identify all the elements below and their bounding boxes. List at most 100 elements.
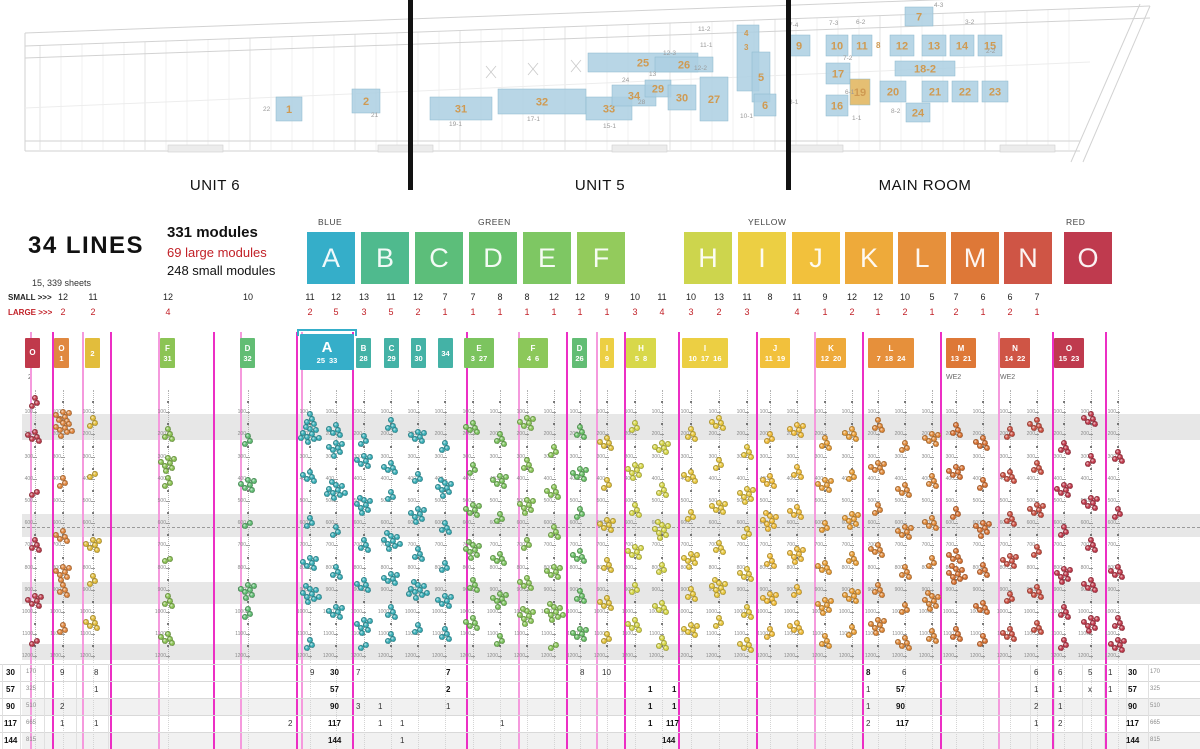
cluster-dot	[162, 638, 169, 645]
cluster-dot	[935, 593, 942, 600]
cluster-dot	[825, 607, 832, 614]
tick-label: 1200	[540, 653, 552, 660]
cluster-dot	[924, 590, 931, 597]
tick-label: 600	[353, 520, 362, 527]
cluster-dot	[579, 511, 586, 518]
tick-label: 800	[917, 565, 930, 571]
cluster-dot	[922, 596, 929, 603]
group-label: YELLOW	[748, 217, 787, 227]
tick-mark	[605, 501, 609, 502]
tick-label: 800	[462, 564, 471, 571]
cluster-dot	[607, 445, 614, 452]
tick-label: 1000	[811, 609, 823, 615]
tick-label: 1200	[648, 653, 660, 660]
cluster-dot	[521, 621, 528, 628]
module-ref-number: 28	[638, 99, 646, 106]
tile-numbers: 3 27	[471, 354, 488, 363]
ruler-dot	[931, 401, 933, 404]
cluster-dot	[396, 541, 403, 548]
cluster-dot	[165, 630, 172, 637]
tick-label: 100	[867, 409, 876, 416]
tick-label: 400	[565, 476, 578, 482]
cluster-dot	[662, 491, 669, 498]
tile-number: 24	[897, 353, 906, 363]
cluster-dot	[983, 529, 990, 536]
annotation-label: WE2	[1000, 374, 1016, 381]
cluster-dot	[1027, 505, 1034, 512]
cluster-dot	[162, 482, 169, 489]
ruler-dot	[769, 489, 771, 492]
tile-letter: J	[772, 343, 778, 353]
separator-line	[301, 332, 303, 749]
cluster-dot	[688, 468, 695, 475]
cluster-dot	[574, 596, 581, 603]
tick-label: 700	[458, 542, 471, 548]
ruler-dot	[1090, 600, 1092, 603]
ruler-dot	[661, 423, 663, 426]
tick-mark	[876, 567, 880, 569]
cluster-dot	[659, 439, 666, 446]
cluster-dot	[872, 549, 879, 556]
tick-mark	[981, 434, 985, 436]
cluster-dot	[580, 433, 587, 440]
ruler-dot	[931, 423, 933, 426]
table-cell: 1	[1058, 702, 1063, 711]
cluster-dot	[1010, 520, 1017, 527]
cluster-dot	[1058, 579, 1065, 586]
cluster-dot	[796, 589, 803, 596]
tick-mark	[362, 656, 366, 658]
tick-mark	[689, 412, 693, 414]
module-ref-number: 8-1	[789, 99, 799, 106]
cluster-dot	[415, 546, 422, 553]
cluster-dot	[323, 490, 330, 497]
module-number: 1	[286, 104, 292, 116]
tick-label: 1000	[21, 609, 33, 615]
cluster-dot	[358, 440, 365, 447]
small-count: 12	[548, 292, 559, 302]
cluster-dot	[557, 565, 564, 572]
ruler-dot	[955, 623, 957, 626]
tick-label: 500	[596, 498, 605, 504]
tick-label: 400	[624, 475, 633, 482]
tick-label: 700	[512, 542, 525, 548]
tick-label: 600	[233, 520, 246, 526]
cluster-dot	[330, 571, 337, 578]
module-ref-number: 21	[371, 112, 379, 119]
tick-label: 700	[569, 542, 578, 549]
cluster-dot	[335, 529, 342, 536]
tick-mark	[498, 589, 502, 591]
tick-mark	[498, 656, 502, 658]
tick-label: 100	[624, 409, 633, 416]
ruler-dot	[690, 578, 692, 581]
tick-mark	[930, 567, 934, 569]
tick-label: 1000	[1077, 609, 1089, 615]
column-ruler-extension	[473, 658, 474, 749]
ruler-dot	[335, 578, 337, 581]
tick-label: 300	[539, 454, 552, 460]
cluster-dot	[1117, 511, 1124, 518]
cluster-dot	[681, 472, 688, 479]
tick-label: 1200	[918, 653, 930, 660]
cluster-dot	[767, 512, 774, 519]
column-ruler-extension	[983, 658, 984, 749]
ruler-dot	[877, 534, 879, 537]
cluster-dot	[363, 438, 370, 445]
ruler-dot	[62, 445, 64, 448]
cluster-dot	[851, 628, 858, 635]
line-tile: L 7 18 24	[868, 338, 914, 368]
tick-mark	[578, 412, 582, 414]
cluster-dot	[29, 491, 36, 498]
cluster-dot	[688, 508, 695, 515]
cluster-dot	[165, 592, 172, 599]
cluster-dot	[1064, 576, 1071, 582]
tick-label: 600	[434, 520, 443, 527]
cluster-dot	[718, 462, 725, 469]
cluster-dot	[162, 434, 169, 441]
floorplan-module	[977, 34, 1003, 57]
tick-mark	[1089, 567, 1093, 569]
cluster-dot	[412, 594, 419, 601]
tick-label: 900	[489, 586, 498, 593]
tick-label: 200	[736, 431, 745, 438]
tick-mark	[981, 612, 985, 613]
tick-label: 200	[1107, 431, 1116, 438]
